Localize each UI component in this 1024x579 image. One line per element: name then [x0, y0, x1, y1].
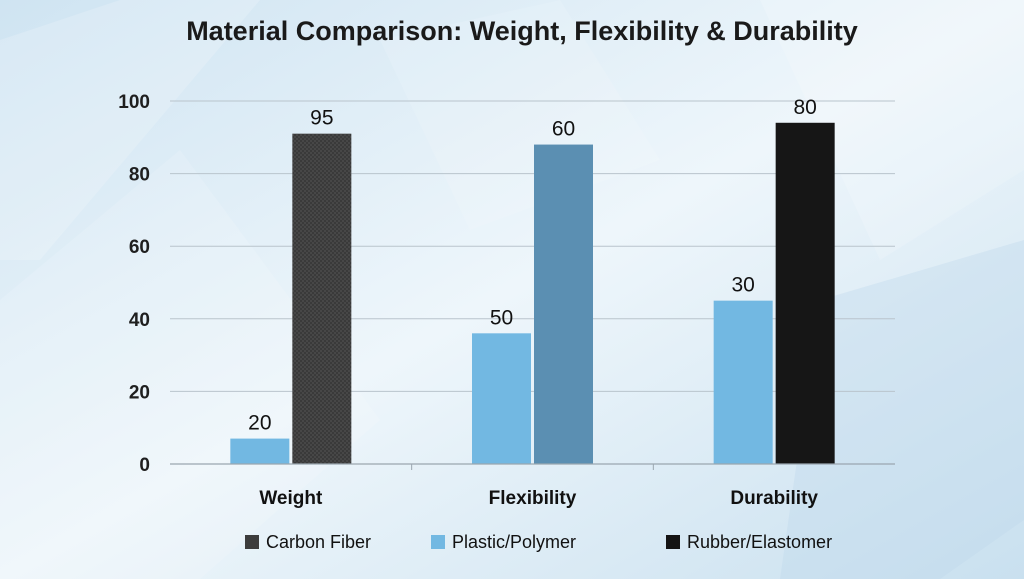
x-axis: Weight Flexibility Durability	[170, 463, 895, 509]
bar-flexibility-carbon-fiber	[534, 144, 593, 464]
x-category-label: Durability	[730, 488, 818, 509]
y-tick-label: 60	[129, 237, 150, 258]
legend-label: Plastic/Polymer	[452, 532, 576, 552]
bar-durability-rubber-elastomer	[775, 122, 835, 464]
legend-label: Rubber/Elastomer	[687, 532, 832, 552]
x-category-label: Weight	[259, 488, 323, 509]
y-tick-label: 100	[118, 92, 150, 113]
legend-swatch	[431, 535, 445, 549]
value-label: 50	[490, 306, 513, 329]
gridlines	[170, 100, 895, 392]
bar-durability-plastic-polymer	[713, 300, 773, 464]
y-axis: 0 20 40 60 80 100	[118, 92, 150, 476]
legend-swatch	[666, 535, 680, 549]
value-label: 95	[310, 107, 333, 130]
value-label: 30	[731, 274, 754, 297]
legend-label: Carbon Fiber	[266, 532, 371, 552]
bar-weight-plastic-polymer	[230, 438, 290, 464]
legend: Carbon Fiber Plastic/Polymer Rubber/Elasto…	[245, 532, 832, 552]
value-labels: 20 95 50 60 30 80	[248, 96, 817, 435]
legend-swatch	[245, 535, 259, 549]
y-tick-label: 40	[129, 310, 150, 331]
bars	[230, 122, 835, 465]
value-label: 80	[793, 96, 816, 119]
y-tick-label: 20	[129, 382, 150, 403]
bar-flexibility-plastic-polymer	[472, 333, 531, 464]
value-label: 60	[552, 118, 575, 141]
chart-title: Material Comparison: Weight, Flexibility…	[186, 16, 858, 46]
x-category-label: Flexibility	[489, 488, 577, 509]
bar-weight-carbon-fiber	[292, 133, 352, 465]
y-tick-label: 0	[139, 455, 150, 476]
value-label: 20	[248, 412, 271, 435]
y-tick-label: 80	[129, 165, 150, 186]
